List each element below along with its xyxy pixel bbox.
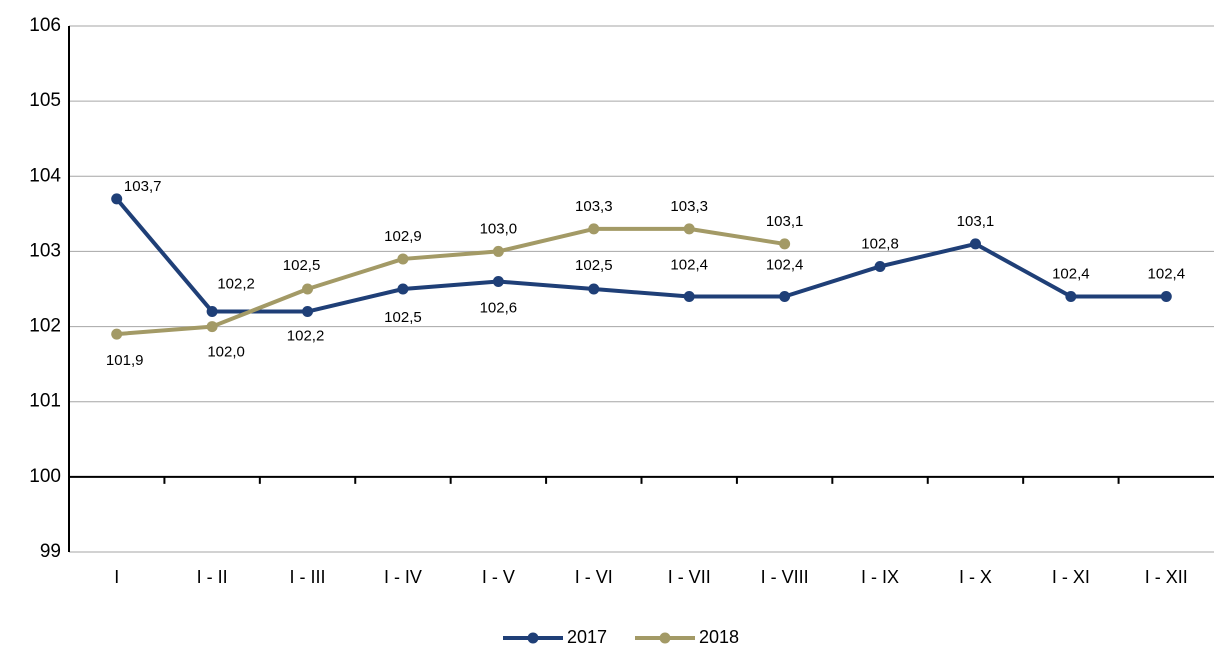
point xyxy=(302,283,314,295)
y-tick-label: 102 xyxy=(29,316,61,337)
series-line xyxy=(116,226,785,337)
y-tick-label: 105 xyxy=(29,90,61,111)
data-label: 102,6 xyxy=(480,299,518,316)
point xyxy=(1160,291,1172,303)
legend-label: 2018 xyxy=(699,627,739,647)
data-label: 102,4 xyxy=(1052,265,1090,282)
point xyxy=(779,238,791,250)
x-tick-label: I - XII xyxy=(1145,567,1188,587)
y-tick-label: 103 xyxy=(29,240,61,261)
x-tick-label: I - VII xyxy=(668,567,711,587)
x-tick-label: I - X xyxy=(959,567,992,587)
point xyxy=(588,223,600,235)
point xyxy=(206,321,218,333)
point xyxy=(1065,291,1077,303)
data-label: 103,3 xyxy=(575,198,613,215)
legend-label: 2017 xyxy=(567,627,607,647)
data-label: 103,3 xyxy=(670,198,708,215)
data-label: 103,0 xyxy=(480,220,518,237)
data-label: 102,4 xyxy=(1148,265,1186,282)
x-tick-label: I - VI xyxy=(575,567,613,587)
point xyxy=(683,223,695,235)
data-label: 101,9 xyxy=(106,352,144,369)
y-tick-label: 106 xyxy=(29,15,61,36)
y-tick-label: 100 xyxy=(29,466,61,487)
x-tick-label: I - IV xyxy=(384,567,422,587)
x-tick-label: I - V xyxy=(482,567,515,587)
data-label: 102,2 xyxy=(217,276,255,293)
data-label: 102,9 xyxy=(384,228,422,245)
point xyxy=(111,193,123,205)
data-label: 102,2 xyxy=(287,328,325,345)
y-tick-label: 104 xyxy=(29,165,61,186)
legend-marker xyxy=(527,632,539,644)
data-label: 103,7 xyxy=(124,178,162,195)
x-tick-label: I - II xyxy=(197,567,228,587)
y-tick-label: 101 xyxy=(29,391,61,412)
data-label: 102,5 xyxy=(283,257,321,274)
x-tick-label: I - III xyxy=(290,567,326,587)
point xyxy=(492,275,504,287)
point xyxy=(206,306,218,318)
data-label: 102,0 xyxy=(207,344,245,361)
point xyxy=(302,306,314,318)
point xyxy=(492,245,504,257)
x-tick-label: I xyxy=(114,567,119,587)
legend-marker xyxy=(659,632,671,644)
data-label: 103,1 xyxy=(957,213,995,230)
point xyxy=(874,260,886,272)
y-tick-label: 99 xyxy=(40,541,61,562)
point xyxy=(397,253,409,265)
x-tick-label: I - XI xyxy=(1052,567,1090,587)
point xyxy=(111,328,123,340)
point xyxy=(683,291,695,303)
point xyxy=(969,238,981,250)
data-label: 102,8 xyxy=(861,235,899,252)
data-label: 102,5 xyxy=(575,257,613,274)
x-tick-label: I - IX xyxy=(861,567,899,587)
point xyxy=(397,283,409,295)
data-label: 103,1 xyxy=(766,213,804,230)
point xyxy=(779,291,791,303)
series-line xyxy=(115,197,1167,314)
data-label: 102,4 xyxy=(670,256,708,273)
data-label: 102,4 xyxy=(766,256,804,273)
data-label: 102,5 xyxy=(384,309,422,326)
x-tick-label: I - VIII xyxy=(761,567,809,587)
point xyxy=(588,283,600,295)
